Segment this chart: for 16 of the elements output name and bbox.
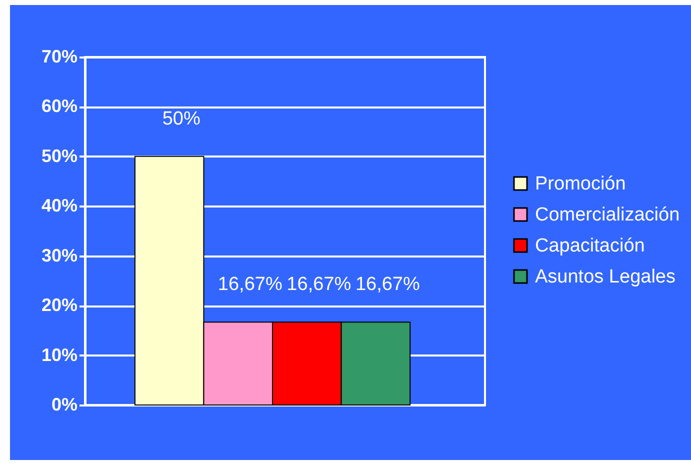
data-label: 50% xyxy=(162,108,200,130)
legend-label: Asuntos Legales xyxy=(535,266,676,288)
data-label: 16,67% xyxy=(286,274,352,296)
data-label: 16,67% xyxy=(355,274,420,296)
y-tick-label: 20% xyxy=(41,295,78,316)
y-tick-label: 30% xyxy=(41,245,78,266)
legend-label: Promoción xyxy=(535,174,626,194)
y-tick-label: 60% xyxy=(41,96,78,116)
y-tick-label: 70% xyxy=(41,46,78,66)
legend-label: Comercialización xyxy=(535,204,680,226)
data-label: 16,67% xyxy=(218,274,282,296)
y-tick-label: 10% xyxy=(41,344,78,365)
y-tick-label: 0% xyxy=(51,394,78,414)
y-tick-label: 40% xyxy=(41,196,78,216)
legend-label: Capacitación xyxy=(535,236,645,256)
y-tick-label: 50% xyxy=(41,146,78,166)
